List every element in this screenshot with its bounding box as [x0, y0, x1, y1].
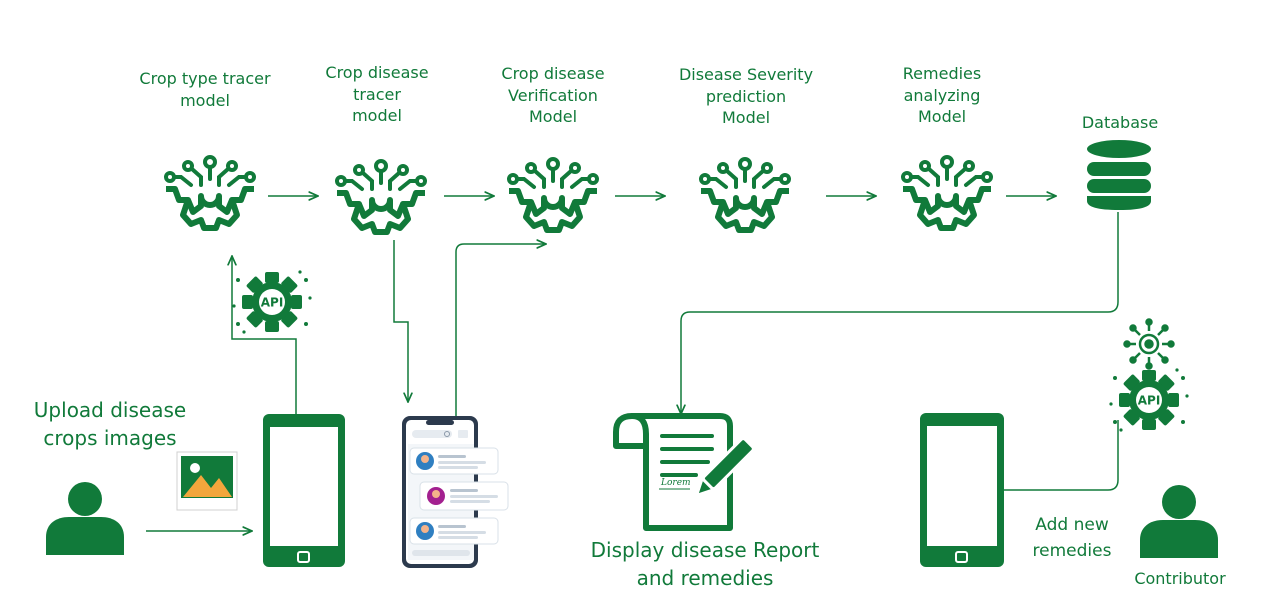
model-5-ai-gear-icon [903, 157, 991, 228]
model-3-label: Crop disease Verification Model [501, 64, 605, 127]
upload-label: Upload disease crops images [33, 398, 187, 450]
model-2-label: Crop disease tracer model [325, 63, 429, 126]
arrow-phone-to-model1 [232, 256, 297, 414]
model-2-ai-gear-icon [337, 161, 425, 232]
model-4-label: Disease Severity prediction Model [678, 65, 814, 128]
model-5-label: Remedies analyzing Model [902, 64, 982, 127]
image-icon [176, 451, 238, 511]
api-gear-icon [232, 270, 312, 334]
upload-user-icon [46, 482, 124, 555]
network-gear-icon [1123, 318, 1175, 370]
report-signature: Lorem [660, 478, 691, 488]
report-label: Display disease Report and remedies [590, 538, 820, 590]
model-1-label: Crop type tracer model [139, 69, 271, 110]
api-gear-icon-contributor [1109, 368, 1189, 432]
arrow-database-to-report [681, 212, 1119, 414]
contributor-smartphone-icon [920, 413, 1004, 567]
document-pen-icon: Lorem [613, 413, 755, 531]
chat-app-phone-icon [402, 416, 509, 568]
contributor-label: Contributor [1134, 569, 1226, 588]
model-3-ai-gear-icon [509, 159, 597, 230]
arrow-model2-to-chat-app [393, 240, 408, 402]
model-4-ai-gear-icon [701, 159, 789, 230]
database-label: Database [1081, 113, 1159, 132]
contributor-user-icon [1140, 485, 1218, 558]
database-icon [1087, 140, 1151, 210]
add-remedies-label: Add new remedies [1032, 515, 1112, 562]
arrow-chat-app-to-model3 [455, 244, 546, 418]
model-1-ai-gear-icon [166, 157, 254, 228]
line-contributor-to-database [1004, 420, 1119, 491]
upload-smartphone-icon [263, 414, 345, 567]
